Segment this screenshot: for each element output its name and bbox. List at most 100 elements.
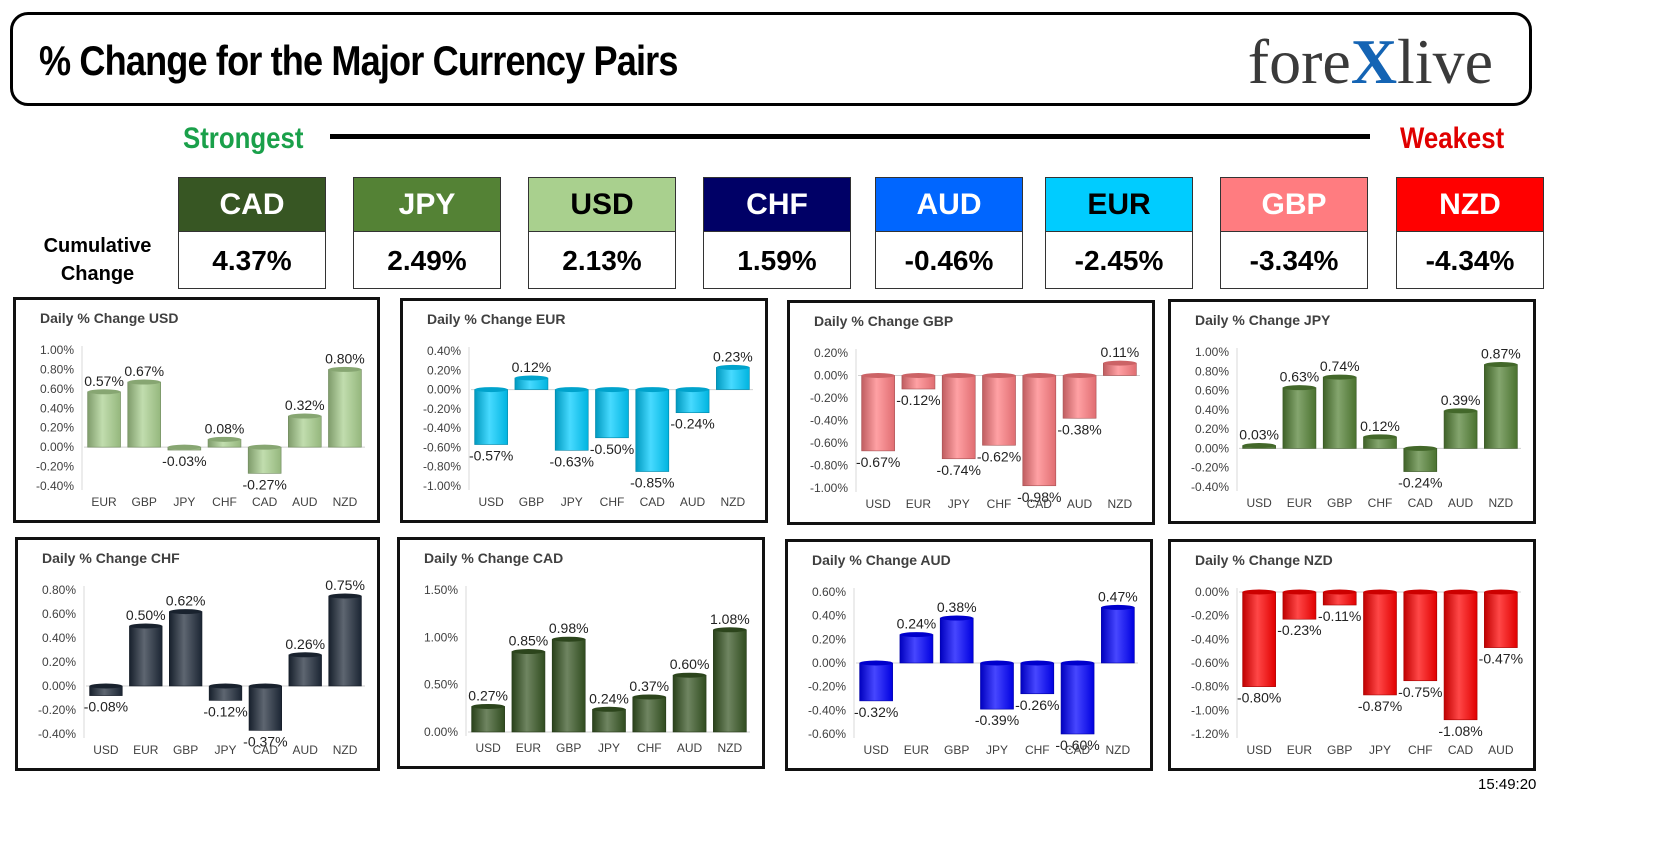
data-label: 0.08% xyxy=(205,420,245,436)
bar xyxy=(328,595,362,687)
bar-cap xyxy=(899,632,933,638)
x-tick-label: GBP xyxy=(519,495,544,509)
bar xyxy=(129,625,163,687)
y-tick-label: 0.40% xyxy=(42,631,76,645)
currency-box-jpy: JPY 2.49% xyxy=(353,177,501,289)
chart-title: Daily % Change JPY xyxy=(1195,312,1331,328)
bar-cap xyxy=(167,444,201,450)
x-tick-label: AUD xyxy=(1448,496,1474,510)
y-tick-label: -0.20% xyxy=(1191,609,1229,623)
data-label: -0.67% xyxy=(856,454,900,470)
bar-cap xyxy=(1242,589,1276,595)
y-tick-label: -1.20% xyxy=(1191,727,1229,741)
bar xyxy=(980,662,1014,710)
y-tick-label: -0.40% xyxy=(808,703,846,717)
x-tick-label: GBP xyxy=(173,743,198,757)
chart-title: Daily % Change USD xyxy=(40,310,178,326)
chart-panel: Daily % Change GBP 0.20% 0.00% -0.20% -0.40%… xyxy=(787,300,1155,525)
data-label: 0.87% xyxy=(1481,346,1521,362)
cumulative-change-label: Cumulative Change xyxy=(43,235,152,285)
data-label: -0.12% xyxy=(896,392,940,408)
x-tick-label: EUR xyxy=(91,495,117,509)
x-tick-label: JPY xyxy=(214,743,236,757)
currency-name: EUR xyxy=(1046,178,1192,232)
data-label: 0.98% xyxy=(549,620,589,636)
bar xyxy=(1022,375,1057,487)
data-label: -0.50% xyxy=(590,441,634,457)
bar-cap xyxy=(713,627,747,633)
bar-cap xyxy=(288,652,322,658)
y-tick-label: 0.00% xyxy=(40,440,74,454)
x-tick-label: EUR xyxy=(904,743,930,757)
data-label: -0.23% xyxy=(1277,622,1321,638)
y-tick-label: -1.00% xyxy=(423,479,461,493)
y-tick-label: 1.00% xyxy=(40,343,74,357)
bar xyxy=(511,651,546,733)
bar-cap xyxy=(1323,589,1357,595)
x-tick-label: GBP xyxy=(556,741,581,755)
data-label: 0.62% xyxy=(166,593,206,609)
bar-cap xyxy=(632,694,666,700)
bar-cap xyxy=(1022,373,1056,378)
x-tick-label: GBP xyxy=(132,495,157,509)
y-tick-label: -0.60% xyxy=(1191,656,1229,670)
data-label: 0.12% xyxy=(1360,418,1400,434)
x-tick-label: CHF xyxy=(600,495,625,509)
y-tick-label: -0.20% xyxy=(810,391,848,405)
bar-cap xyxy=(635,387,669,393)
data-label: -0.85% xyxy=(630,475,674,491)
currency-name: CHF xyxy=(704,178,850,232)
data-label: 0.74% xyxy=(1320,358,1360,374)
data-label: -0.03% xyxy=(162,453,206,469)
bar xyxy=(672,674,707,733)
y-tick-label: 0.60% xyxy=(40,382,74,396)
x-tick-label: GBP xyxy=(1327,743,1352,757)
data-label: 0.67% xyxy=(124,363,164,379)
chart-panel: Daily % Change AUD 0.60% 0.40% 0.20% 0.00% -0… xyxy=(785,539,1153,771)
data-label: 0.75% xyxy=(325,577,365,593)
bar-cap xyxy=(208,436,241,442)
x-tick-label: USD xyxy=(865,497,891,511)
x-tick-label: AUD xyxy=(292,495,318,509)
currency-name: CAD xyxy=(179,178,325,232)
x-tick-label: CHF xyxy=(212,495,237,509)
bar xyxy=(288,654,322,687)
x-tick-label: CHF xyxy=(1408,743,1433,757)
data-label: -0.47% xyxy=(1479,651,1523,667)
y-tick-label: -1.00% xyxy=(810,481,848,495)
y-tick-label: 0.20% xyxy=(427,363,461,377)
y-tick-label: -0.60% xyxy=(810,436,848,450)
x-tick-label: USD xyxy=(1246,743,1272,757)
bar xyxy=(1322,376,1357,449)
x-tick-label: NZD xyxy=(333,495,358,509)
forexlive-logo: foreXlive xyxy=(1247,26,1493,97)
bar xyxy=(713,629,747,733)
x-tick-label: USD xyxy=(1246,496,1272,510)
bar xyxy=(1282,591,1317,620)
page-title: % Change for the Major Currency Pairs xyxy=(39,37,678,84)
y-tick-label: -0.40% xyxy=(1191,632,1229,646)
x-tick-label: EUR xyxy=(1287,496,1313,510)
bar xyxy=(554,389,589,451)
currency-box-aud: AUD -0.46% xyxy=(875,177,1023,289)
bar-chart: Daily % Change CHF 0.80% 0.60% 0.40% 0.20% 0.… xyxy=(38,550,365,757)
bar-chart: Daily % Change CAD 1.50% 1.00% 0.50% 0.00% 0.… xyxy=(424,550,750,755)
x-tick-label: CAD xyxy=(1448,743,1474,757)
data-label: -0.74% xyxy=(937,462,981,478)
currency-cumulative-value: -0.46% xyxy=(904,244,994,276)
currency-box-eur: EUR -2.45% xyxy=(1045,177,1193,289)
chart-title: Daily % Change NZD xyxy=(1195,552,1333,568)
bar-cap xyxy=(1323,374,1357,380)
bar xyxy=(1242,591,1276,687)
data-label: 0.50% xyxy=(126,607,166,623)
bar xyxy=(1403,591,1438,682)
y-tick-label: -0.40% xyxy=(1191,480,1229,494)
bar-cap xyxy=(555,387,589,393)
y-tick-label: -0.20% xyxy=(1191,461,1229,475)
y-tick-label: 0.80% xyxy=(42,583,76,597)
currency-box-gbp: GBP -3.34% xyxy=(1220,177,1368,289)
x-tick-label: NZD xyxy=(1106,743,1131,757)
x-tick-label: JPY xyxy=(1369,743,1391,757)
bar-cap xyxy=(248,444,282,450)
y-tick-label: 0.80% xyxy=(1195,364,1229,378)
